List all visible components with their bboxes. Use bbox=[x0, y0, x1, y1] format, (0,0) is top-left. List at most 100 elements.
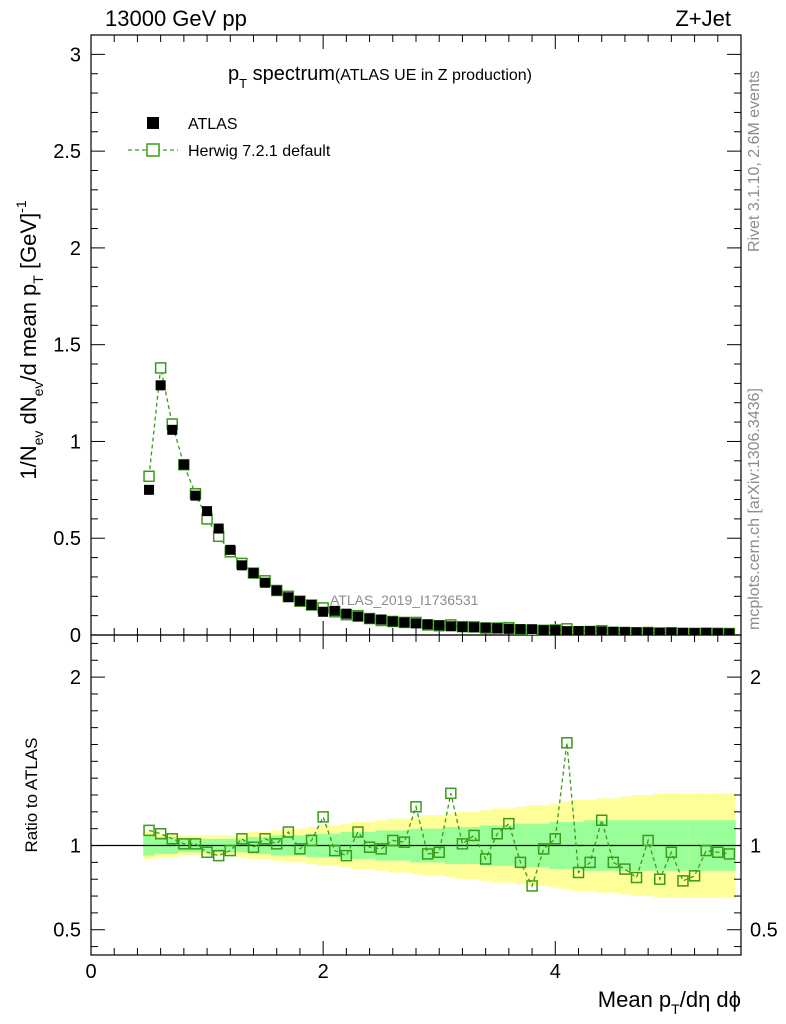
ratio-point bbox=[387, 834, 399, 847]
x-tick-label: 2 bbox=[318, 961, 329, 983]
data-point bbox=[202, 506, 213, 517]
ratio-tick-label-right: 2 bbox=[750, 667, 761, 689]
ratio-point bbox=[561, 737, 573, 749]
ratio-point bbox=[654, 873, 666, 885]
title-rest: spectrum bbox=[247, 63, 335, 85]
x-axis-label: Mean pT/dη dϕ bbox=[598, 987, 741, 1017]
y-tick-label: 0.5 bbox=[53, 528, 81, 550]
data-point bbox=[503, 623, 514, 634]
title-p: p bbox=[228, 63, 239, 85]
ratio-point bbox=[201, 846, 213, 859]
legend-label-herwig: Herwig 7.2.1 default bbox=[188, 143, 331, 160]
y-tick-label: 2.5 bbox=[53, 141, 81, 163]
ratio-point bbox=[317, 811, 329, 823]
ratio-point bbox=[723, 848, 736, 860]
ratio-point bbox=[537, 843, 550, 855]
data-point bbox=[643, 627, 654, 635]
ylabel-part-c: /d mean p bbox=[16, 284, 41, 382]
ratio-point bbox=[410, 801, 422, 813]
ylabel-sub-t: T bbox=[30, 275, 46, 284]
y-axis-label: 1/Nev dNev/d mean pT [GeV]-1 bbox=[13, 200, 46, 480]
ratio-tick-label: 2 bbox=[70, 667, 81, 689]
ratio-point bbox=[572, 866, 585, 879]
data-point bbox=[573, 626, 584, 635]
ratio-point bbox=[247, 841, 260, 853]
data-point bbox=[701, 628, 712, 635]
title-sub-t: T bbox=[239, 76, 247, 91]
ratio-point bbox=[154, 827, 167, 840]
data-point bbox=[387, 616, 398, 627]
xlabel-sub-t: T bbox=[671, 1001, 680, 1017]
ratio-point bbox=[259, 833, 271, 845]
ratio-point bbox=[236, 833, 248, 845]
ratio-point bbox=[514, 856, 527, 869]
data-point bbox=[619, 627, 630, 635]
data-point bbox=[190, 490, 201, 501]
data-point bbox=[469, 622, 480, 633]
data-point bbox=[294, 596, 305, 607]
ratio-point bbox=[712, 846, 724, 859]
ratio-point bbox=[688, 870, 701, 882]
ratio-point bbox=[549, 833, 562, 845]
mc-point bbox=[143, 470, 155, 483]
data-point bbox=[178, 459, 189, 470]
energy-label: 13000 GeV pp bbox=[105, 6, 247, 31]
analysis-tag: ATLAS_2019_I1736531 bbox=[330, 592, 479, 608]
legend-label-atlas: ATLAS bbox=[188, 116, 238, 133]
data-point bbox=[445, 621, 456, 632]
xlabel-part-a: Mean p bbox=[598, 987, 671, 1012]
ylabel-sub-ev2: ev bbox=[30, 382, 46, 397]
ylabel-part-d: [GeV] bbox=[16, 213, 41, 275]
ratio-tick-label: 1 bbox=[70, 836, 81, 858]
data-point bbox=[411, 618, 421, 629]
ratio-point bbox=[665, 846, 678, 859]
ratio-series bbox=[143, 737, 736, 892]
ratio-tick-label-right: 1 bbox=[750, 836, 761, 858]
data-point bbox=[550, 625, 561, 635]
y-tick-label: 0 bbox=[70, 625, 81, 647]
ratio-point bbox=[166, 833, 178, 845]
data-point bbox=[561, 626, 572, 635]
ratio-tick-label: 0.5 bbox=[53, 920, 81, 942]
data-point bbox=[585, 626, 596, 635]
x-tick-label: 4 bbox=[550, 961, 561, 983]
ratio-point bbox=[642, 834, 654, 847]
ratio-point bbox=[270, 838, 283, 850]
ratio-point bbox=[595, 814, 608, 827]
ylabel-sup: -1 bbox=[13, 200, 29, 213]
data-point bbox=[225, 544, 236, 555]
data-point bbox=[712, 628, 723, 635]
ratio-point bbox=[479, 853, 492, 865]
data-point bbox=[144, 484, 155, 495]
data-point bbox=[527, 624, 538, 635]
ratio-point bbox=[189, 838, 202, 850]
data-point bbox=[480, 622, 491, 633]
mcplots-label: mcplots.cern.ch [arXiv:1306.3436] bbox=[746, 388, 763, 630]
ratio-point bbox=[224, 844, 237, 857]
ratio-point bbox=[433, 846, 445, 859]
y-tick-label: 1 bbox=[70, 431, 81, 453]
data-point bbox=[631, 627, 642, 635]
data-point bbox=[213, 523, 224, 534]
legend-marker-atlas bbox=[147, 117, 159, 129]
data-point bbox=[167, 424, 178, 435]
ylabel-sub-ev: ev bbox=[30, 431, 46, 446]
xlabel-part-b: /dη dϕ bbox=[680, 987, 741, 1012]
data-point bbox=[376, 614, 387, 625]
ratio-point bbox=[294, 843, 306, 855]
ratio-tick-label-right: 0.5 bbox=[750, 920, 778, 942]
ratio-point bbox=[178, 838, 190, 850]
ratio-point bbox=[619, 863, 631, 875]
legend: ATLAS Herwig 7.2.1 default bbox=[128, 116, 331, 160]
data-point bbox=[283, 592, 294, 603]
data-point bbox=[515, 624, 526, 635]
data-point bbox=[608, 626, 619, 635]
data-point bbox=[457, 621, 468, 632]
ratio-point bbox=[363, 841, 376, 853]
ratio-point bbox=[305, 834, 318, 847]
ratio-y-label: Ratio to ATLAS bbox=[22, 738, 41, 853]
ratio-point bbox=[456, 838, 469, 850]
ylabel-part-b: dN bbox=[16, 396, 41, 430]
data-point bbox=[155, 380, 166, 391]
data-point bbox=[422, 619, 433, 630]
